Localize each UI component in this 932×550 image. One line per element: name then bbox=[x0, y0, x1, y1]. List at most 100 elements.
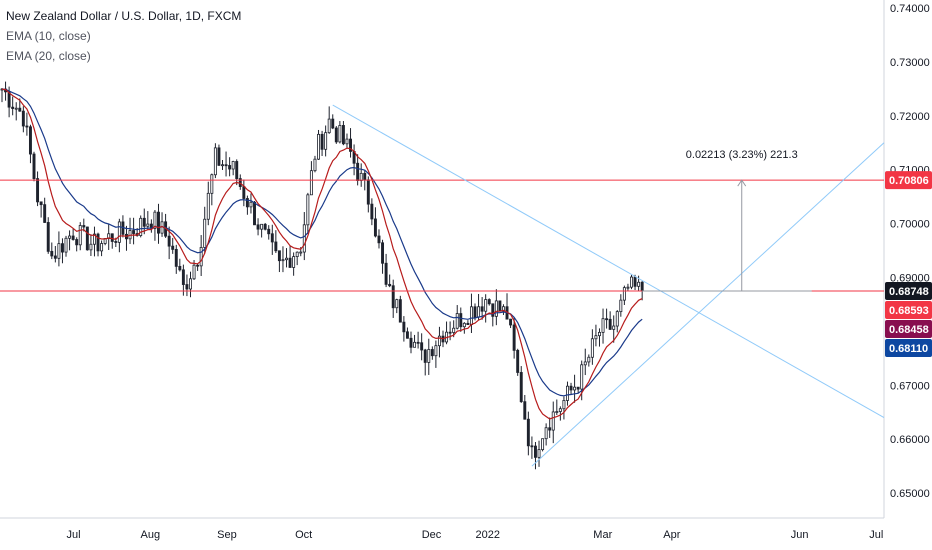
candle-body bbox=[89, 243, 93, 251]
candle-body bbox=[601, 318, 605, 333]
candle-body bbox=[68, 235, 72, 239]
candle-body bbox=[498, 300, 502, 312]
candle-body bbox=[302, 224, 306, 253]
candle-body bbox=[341, 125, 345, 145]
candle-body bbox=[637, 281, 641, 287]
candle-body bbox=[480, 306, 484, 312]
candle-body bbox=[142, 217, 146, 227]
candle-body bbox=[338, 125, 342, 143]
candle-body bbox=[356, 162, 360, 181]
candle-body bbox=[423, 349, 427, 363]
trendline-upper bbox=[332, 104, 885, 419]
candle-body bbox=[57, 243, 61, 259]
candle-body bbox=[566, 385, 569, 401]
candle-body bbox=[370, 203, 374, 220]
candle-body bbox=[466, 322, 470, 326]
candle-body bbox=[196, 264, 200, 267]
candle-body bbox=[224, 164, 228, 167]
y-tick-label: 0.74000 bbox=[890, 3, 930, 15]
candle-body bbox=[462, 322, 466, 328]
candle-body bbox=[562, 400, 566, 410]
candle-body bbox=[288, 257, 292, 268]
candle-body bbox=[228, 165, 232, 170]
candle-body bbox=[491, 303, 495, 317]
candle-body bbox=[260, 223, 264, 230]
candle-body bbox=[7, 91, 11, 108]
candle-body bbox=[459, 313, 463, 328]
candle-body bbox=[608, 318, 612, 330]
candle-body bbox=[580, 364, 584, 390]
x-tick-label: Mar bbox=[593, 529, 612, 541]
candle-body bbox=[75, 239, 79, 246]
candle-body bbox=[398, 299, 402, 323]
candle-body bbox=[11, 106, 15, 109]
candle-body bbox=[583, 361, 587, 366]
candle-body bbox=[53, 255, 57, 259]
candle-body bbox=[576, 386, 580, 390]
candle-body bbox=[277, 250, 281, 262]
candle-body bbox=[210, 174, 214, 194]
candle-body bbox=[391, 285, 395, 309]
candle-body bbox=[267, 228, 271, 235]
candle-body bbox=[82, 225, 86, 228]
candle-body bbox=[281, 259, 285, 262]
candle-body bbox=[21, 110, 25, 127]
y-tick-label: 0.66000 bbox=[890, 434, 930, 446]
candle-body bbox=[189, 278, 192, 290]
candle-body bbox=[484, 299, 488, 312]
candle-body bbox=[548, 427, 552, 431]
candle-body bbox=[245, 198, 249, 208]
candle-body bbox=[306, 194, 310, 226]
candle-body bbox=[299, 251, 303, 254]
candle-body bbox=[60, 243, 64, 253]
x-tick-label: 2022 bbox=[475, 529, 499, 541]
candle-body bbox=[633, 276, 637, 287]
candle-body bbox=[270, 233, 274, 243]
measure-label: 0.02213 (3.23%) 221.3 bbox=[686, 149, 798, 161]
candle-body bbox=[96, 233, 100, 252]
candle-body bbox=[388, 283, 392, 287]
candle-body bbox=[203, 218, 207, 248]
candle-body bbox=[93, 233, 96, 245]
price-badge-text: 0.68458 bbox=[889, 324, 929, 336]
candle-body bbox=[420, 342, 424, 351]
candle-body bbox=[569, 385, 573, 391]
candle-body bbox=[167, 235, 171, 247]
x-tick-label: Sep bbox=[217, 529, 237, 541]
x-tick-label: Jun bbox=[791, 529, 809, 541]
candle-body bbox=[544, 427, 548, 440]
candle-body bbox=[199, 247, 203, 267]
price-badge-ema10-dark bbox=[885, 320, 932, 339]
candle-body bbox=[377, 235, 381, 244]
candle-body bbox=[590, 338, 594, 358]
candle-body bbox=[349, 138, 352, 152]
candle-body bbox=[612, 325, 616, 330]
candle-body bbox=[292, 256, 296, 268]
candle-body bbox=[192, 264, 196, 280]
candle-body bbox=[285, 257, 288, 261]
y-tick-label: 0.69000 bbox=[890, 272, 930, 284]
candle-body bbox=[573, 386, 577, 391]
candle-body bbox=[327, 118, 331, 134]
candle-body bbox=[402, 321, 406, 333]
candle-body bbox=[85, 226, 89, 251]
candle-body bbox=[132, 230, 136, 234]
candle-body bbox=[455, 313, 459, 329]
candle-body bbox=[473, 306, 477, 318]
candle-body bbox=[437, 335, 441, 347]
candle-body bbox=[359, 172, 363, 181]
price-badge-last-price bbox=[885, 282, 932, 301]
candle-body bbox=[622, 287, 626, 301]
measure-arrow bbox=[737, 179, 747, 187]
candle-body bbox=[313, 158, 317, 172]
y-tick-label: 0.72000 bbox=[890, 111, 930, 123]
candle-body bbox=[373, 218, 377, 237]
candle-body bbox=[494, 300, 498, 317]
candle-body bbox=[274, 241, 278, 252]
candle-body bbox=[181, 269, 185, 285]
candle-body bbox=[587, 356, 591, 363]
candle-body bbox=[78, 225, 82, 246]
candle-body bbox=[363, 172, 367, 181]
y-tick-label: 0.67000 bbox=[890, 380, 930, 392]
